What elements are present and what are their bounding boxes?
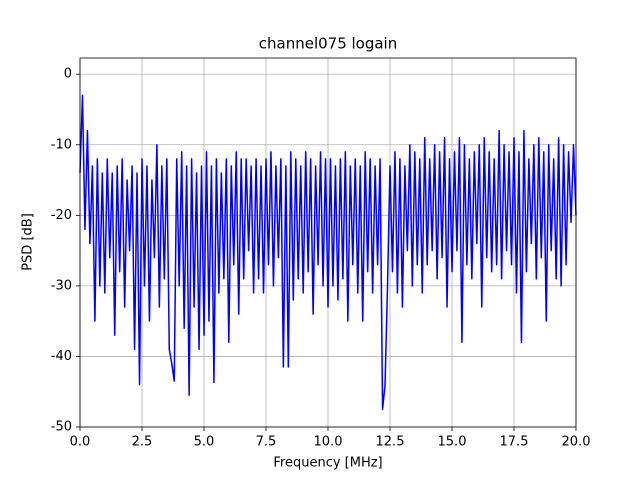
x-tick-label: 12.5 xyxy=(376,435,405,450)
x-tick-label: 10.0 xyxy=(314,435,343,450)
x-tick-label: 15.0 xyxy=(438,435,467,450)
x-tick-label: 2.5 xyxy=(132,435,153,450)
y-tick-label: -20 xyxy=(51,208,72,223)
x-tick-label: 7.5 xyxy=(256,435,277,450)
plot-frame xyxy=(79,57,577,428)
y-tick-label: -30 xyxy=(51,278,72,293)
x-axis-label: Frequency [MHz] xyxy=(273,456,382,471)
x-tick-label: 17.5 xyxy=(500,435,529,450)
y-tick-label: -40 xyxy=(51,349,72,364)
x-tick-label: 20.0 xyxy=(562,435,591,450)
y-tick-label: 0 xyxy=(64,67,72,82)
x-tick-label: 5.0 xyxy=(194,435,215,450)
y-tick-label: -10 xyxy=(51,137,72,152)
psd-line xyxy=(79,94,577,411)
y-tick-label: -50 xyxy=(51,420,72,435)
chart-title: channel075 logain xyxy=(259,35,398,53)
y-axis-label: PSD [dB] xyxy=(21,213,36,271)
x-tick-label: 0.0 xyxy=(70,435,91,450)
